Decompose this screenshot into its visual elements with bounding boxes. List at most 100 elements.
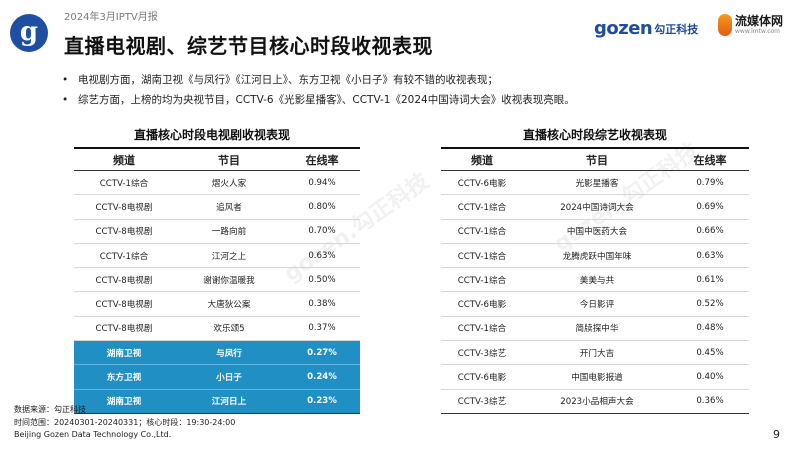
cell-program: 简牍探中华: [523, 316, 671, 342]
cell-rate: 0.40%: [671, 364, 749, 390]
bullet-item: • 电视剧方面，湖南卫视《与凤行》《江河日上》、东方卫视《小日子》有较不错的收视…: [62, 70, 762, 90]
col-header-rate: 在线率: [671, 147, 749, 171]
cell-program: 江河日上: [174, 389, 284, 414]
table-row: CCTV-1综合 龙腾虎跃中国年味 0.63%: [441, 243, 749, 269]
cell-rate: 0.70%: [284, 219, 360, 244]
cell-rate: 0.38%: [284, 291, 360, 317]
cell-channel: 湖南卫视: [74, 340, 174, 366]
gozen-brand-logo: gozen 勾正科技: [594, 18, 698, 39]
table-row: CCTV-1综合 简牍探中华 0.48%: [441, 316, 749, 342]
cell-channel: CCTV-1综合: [441, 267, 523, 293]
variety-table-title: 直播核心时段综艺收视表现: [522, 128, 667, 142]
cell-rate: 0.52%: [671, 291, 749, 317]
col-header-channel: 频道: [441, 147, 523, 171]
bullet-text: 综艺方面，上榜的均为央视节目，CCTV-6《光影星播客》、CCTV-1《2024…: [78, 94, 575, 106]
cell-channel: CCTV-8电视剧: [74, 291, 174, 317]
cell-rate: 0.66%: [671, 219, 749, 244]
cell-channel: CCTV-1综合: [441, 194, 523, 220]
bullet-text: 电视剧方面，湖南卫视《与凤行》《江河日上》、东方卫视《小日子》有较不错的收视表现…: [78, 74, 498, 86]
cell-program: 一路向前: [174, 219, 284, 244]
variety-table: 频道 节目 在线率 CCTV-6电影 光影星播客 0.79% CCTV-1综合 2024…: [441, 147, 749, 414]
table-row: CCTV-6电影 中国电影报道 0.40%: [441, 364, 749, 390]
col-header-program: 节目: [174, 147, 284, 171]
cell-program: 大唐狄公案: [174, 291, 284, 317]
table-row: CCTV-1综合 中国中医药大会 0.66%: [441, 219, 749, 244]
table-row: 湖南卫视 与凤行 0.27%: [74, 340, 360, 366]
lmtw-mark-icon: [718, 14, 732, 36]
cell-rate: 0.69%: [671, 194, 749, 220]
table-row: CCTV-6电影 今日影评 0.52%: [441, 291, 749, 317]
footer-range: 时间范围：20240301-20240331；核心时段：19:30-24:00: [14, 417, 236, 427]
drama-table-title: 直播核心时段电视剧收视表现: [133, 128, 290, 142]
cell-program: 欢乐颂5: [174, 316, 284, 342]
table-row: CCTV-8电视剧 一路向前 0.70%: [74, 219, 360, 244]
footer: 数据来源：勾正科技 时间范围：20240301-20240331；核心时段：19…: [14, 404, 235, 442]
bullet-marker: •: [62, 74, 69, 86]
cell-program: 龙腾虎跃中国年味: [523, 243, 671, 269]
report-label: 2024年3月IPTV月报: [64, 12, 158, 23]
footer-company: Beijing Gozen Data Technology Co.,Ltd.: [14, 430, 172, 439]
cell-channel: CCTV-8电视剧: [74, 267, 174, 293]
cell-rate: 0.37%: [284, 316, 360, 342]
cell-channel: 湖南卫视: [74, 389, 174, 414]
cell-program: 熠火人家: [174, 170, 284, 196]
cell-program: 美美与共: [523, 267, 671, 293]
table-row: CCTV-1综合 美美与共 0.61%: [441, 267, 749, 293]
lmtw-brand-url: www.lmtw.com: [735, 28, 781, 35]
cell-rate: 0.50%: [284, 267, 360, 293]
table-row: CCTV-3综艺 2023小品相声大会 0.36%: [441, 389, 749, 414]
cell-channel: CCTV-6电影: [441, 170, 523, 196]
cell-program: 中国中医药大会: [523, 219, 671, 244]
table-row: CCTV-1综合 2024中国诗词大会 0.69%: [441, 194, 749, 220]
gozen-g-logo-icon: g: [10, 14, 48, 52]
cell-rate: 0.36%: [671, 389, 749, 414]
table-row: CCTV-8电视剧 谢谢你温暖我 0.50%: [74, 267, 360, 293]
gozen-brand-cn: 勾正科技: [654, 22, 699, 36]
lmtw-brand-logo: 流媒体网 www.lmtw.com: [718, 14, 783, 36]
cell-program: 2024中国诗词大会: [523, 194, 671, 220]
table-row: CCTV-1综合 熠火人家 0.94%: [74, 170, 360, 196]
cell-channel: CCTV-3综艺: [441, 389, 523, 414]
cell-program: 与凤行: [174, 340, 284, 366]
cell-rate: 0.63%: [284, 243, 360, 269]
gozen-brand-word: gozen: [594, 18, 653, 39]
cell-program: 今日影评: [523, 291, 671, 317]
cell-rate: 0.61%: [671, 267, 749, 293]
cell-channel: CCTV-3综艺: [441, 340, 523, 366]
cell-channel: CCTV-8电视剧: [74, 316, 174, 342]
table-row: CCTV-8电视剧 追风者 0.80%: [74, 194, 360, 220]
cell-rate: 0.79%: [671, 170, 749, 196]
page-title: 直播电视剧、综艺节目核心时段收视表现: [64, 34, 433, 58]
cell-program: 谢谢你温暖我: [174, 267, 284, 293]
cell-program: 中国电影报道: [523, 364, 671, 390]
footer-source: 数据来源：勾正科技: [14, 405, 86, 414]
bullet-marker: •: [62, 94, 69, 106]
cell-channel: CCTV-8电视剧: [74, 219, 174, 244]
cell-channel: CCTV-1综合: [441, 243, 523, 269]
cell-channel: 东方卫视: [74, 364, 174, 390]
cell-rate: 0.48%: [671, 316, 749, 342]
bullet-list: • 电视剧方面，湖南卫视《与凤行》《江河日上》、东方卫视《小日子》有较不错的收视…: [62, 70, 762, 110]
lmtw-brand-cn: 流媒体网: [735, 14, 784, 28]
cell-channel: CCTV-8电视剧: [74, 194, 174, 220]
cell-rate: 0.63%: [671, 243, 749, 269]
cell-channel: CCTV-1综合: [441, 316, 523, 342]
col-header-rate: 在线率: [284, 147, 360, 171]
col-header-program: 节目: [523, 147, 671, 171]
cell-rate: 0.80%: [284, 194, 360, 220]
table-row: CCTV-3综艺 开门大吉 0.45%: [441, 340, 749, 366]
cell-program: 追风者: [174, 194, 284, 220]
table-row: CCTV-1综合 江河之上 0.63%: [74, 243, 360, 269]
cell-program: 江河之上: [174, 243, 284, 269]
table-row: CCTV-8电视剧 大唐狄公案 0.38%: [74, 291, 360, 317]
table-row: 东方卫视 小日子 0.24%: [74, 364, 360, 390]
cell-rate: 0.94%: [284, 170, 360, 196]
drama-table: 频道 节目 在线率 CCTV-1综合 熠火人家 0.94% CCTV-8电视剧 追风者 0…: [74, 147, 360, 414]
cell-channel: CCTV-6电影: [441, 291, 523, 317]
cell-channel: CCTV-1综合: [441, 219, 523, 244]
cell-program: 开门大吉: [523, 340, 671, 366]
cell-program: 小日子: [174, 364, 284, 390]
cell-rate: 0.24%: [284, 364, 360, 390]
cell-channel: CCTV-6电影: [441, 364, 523, 390]
table-row: CCTV-6电影 光影星播客 0.79%: [441, 170, 749, 196]
